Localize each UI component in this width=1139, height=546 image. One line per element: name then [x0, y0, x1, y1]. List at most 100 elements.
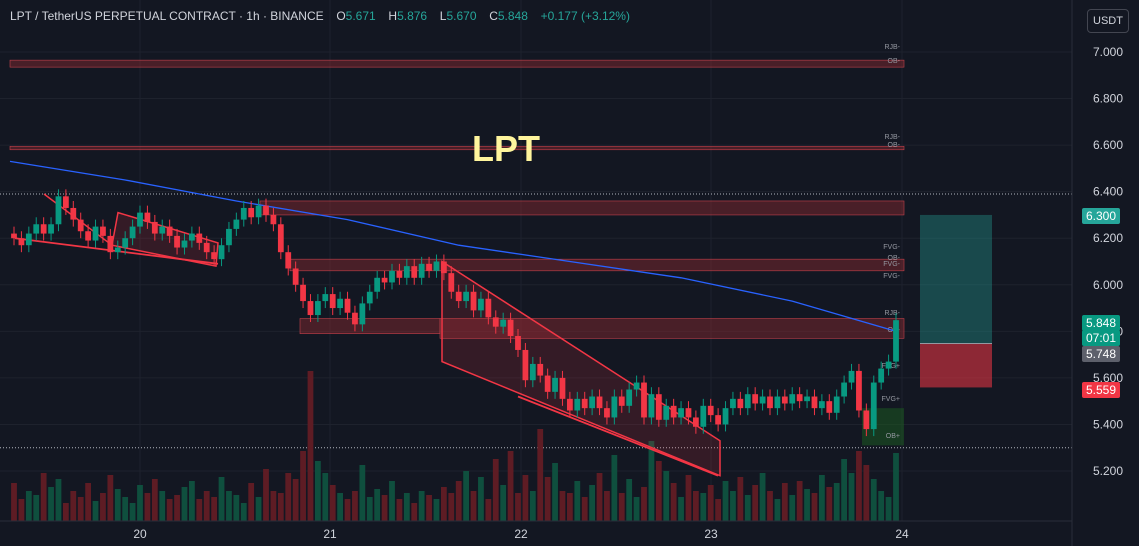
- volume-bar: [848, 473, 855, 521]
- zone-label: RJB-: [884, 310, 900, 317]
- candle-body: [537, 363, 544, 376]
- candle-body: [11, 233, 17, 239]
- candle-body: [314, 301, 321, 316]
- position-tool[interactable]: [920, 214, 992, 388]
- candle-body: [359, 303, 366, 325]
- candle-body: [774, 396, 781, 409]
- volume-bar: [329, 485, 336, 521]
- zone-label: OB-: [888, 255, 901, 262]
- volume-bar: [426, 495, 432, 521]
- volume-bar: [878, 491, 885, 521]
- volume-bar: [107, 475, 114, 521]
- candle-body: [796, 394, 803, 402]
- candle-body: [77, 219, 84, 232]
- candle-body: [211, 252, 218, 260]
- candle-body: [744, 394, 751, 409]
- volume-bar: [485, 499, 492, 521]
- low-label: L: [439, 9, 447, 23]
- volume-bar: [500, 485, 507, 521]
- volume-bar: [129, 503, 136, 521]
- volume-bar: [707, 485, 714, 521]
- candle-body: [85, 231, 92, 241]
- volume-bar: [804, 489, 810, 521]
- candle-body: [818, 401, 825, 409]
- low-value: 5.670: [446, 9, 477, 23]
- moving-average: [9, 160, 897, 332]
- volume-bar: [678, 497, 684, 521]
- candle-body: [218, 245, 225, 260]
- close-label: C: [489, 9, 498, 23]
- zone-label: OB+: [886, 433, 900, 440]
- candle-body: [618, 396, 625, 406]
- descending-channel: [441, 260, 721, 477]
- time-tick-label: 21: [323, 527, 337, 541]
- candle-body: [33, 224, 40, 234]
- volume-bar: [196, 499, 203, 521]
- candle-body: [448, 273, 455, 292]
- entry-price-tag: 5.748: [1082, 346, 1121, 362]
- price-tick-label: 5.600: [1093, 371, 1123, 385]
- candle-body: [70, 207, 77, 220]
- volume-bar: [796, 481, 803, 521]
- candle-body: [722, 408, 729, 425]
- volume-bar: [226, 491, 232, 521]
- candle-body: [470, 291, 477, 311]
- chart-annotation-title: LPT: [472, 128, 540, 169]
- volume-bar: [366, 497, 373, 521]
- volume-bar: [715, 499, 722, 521]
- candle-body: [144, 212, 151, 222]
- candle-body: [648, 394, 655, 418]
- symbol-label[interactable]: LPT / TetherUS PERPETUAL CONTRACT · 1h ·…: [10, 9, 324, 23]
- candle-body: [507, 319, 514, 336]
- volume-bar: [774, 499, 781, 521]
- price-axis[interactable]: 7.0006.8006.6006.4006.2006.0005.8005.600…: [1071, 0, 1123, 546]
- volume-bar: [833, 483, 840, 521]
- candle-body: [25, 233, 32, 246]
- volume-bar: [448, 493, 455, 521]
- candle-body: [240, 207, 247, 220]
- position-target-zone: [920, 214, 992, 344]
- candle-body: [107, 235, 114, 253]
- volume-bar: [314, 461, 321, 521]
- volume-bar: [767, 491, 773, 521]
- volume-bar: [174, 495, 180, 521]
- volume-bar: [85, 483, 92, 521]
- candle-body: [611, 396, 618, 418]
- candle-body: [203, 242, 210, 253]
- volume-bar: [492, 459, 499, 521]
- zone-label: FVG+: [882, 396, 900, 403]
- candle-body: [715, 415, 722, 425]
- time-tick-label: 20: [133, 527, 147, 541]
- currency-button[interactable]: USDT: [1087, 9, 1129, 33]
- candle-body: [559, 377, 566, 399]
- candle-body: [485, 298, 492, 318]
- volume-bar: [781, 483, 788, 521]
- volume-bar: [737, 477, 744, 521]
- candle-body: [885, 361, 892, 369]
- volume-bar: [255, 497, 262, 521]
- volume-bar: [151, 479, 158, 521]
- time-axis[interactable]: 20 21 22 23 24: [0, 520, 1072, 541]
- volume-bar: [55, 479, 62, 521]
- candle-body: [641, 382, 647, 418]
- candle-body: [270, 214, 277, 225]
- volume-bar: [581, 497, 588, 521]
- volume-bar: [322, 473, 329, 521]
- volume-bar: [359, 465, 366, 521]
- volume-bar: [722, 481, 729, 521]
- candle-body: [730, 398, 736, 409]
- volume-bar: [381, 495, 388, 521]
- candle-body: [374, 277, 381, 292]
- open-value: 5.671: [345, 9, 376, 23]
- price-tick-label: 7.000: [1093, 45, 1123, 59]
- volume-bar: [692, 491, 699, 521]
- candle-body: [492, 317, 499, 327]
- volume-bar: [626, 479, 633, 521]
- candle-body: [440, 261, 447, 274]
- volume-bar: [292, 479, 299, 521]
- volume-bar: [515, 493, 521, 521]
- volume-bar: [211, 497, 218, 521]
- candle-body: [863, 410, 870, 430]
- candle-body: [174, 235, 180, 248]
